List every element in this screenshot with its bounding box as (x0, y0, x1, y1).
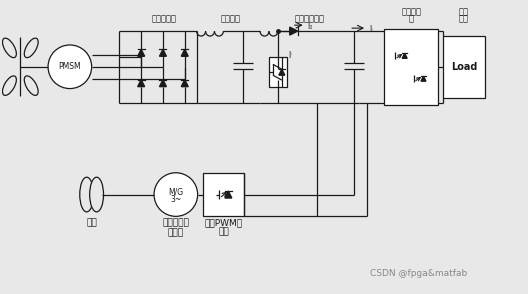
Text: Load: Load (451, 62, 477, 72)
Text: 器: 器 (409, 14, 413, 23)
Circle shape (48, 45, 92, 88)
Circle shape (154, 173, 197, 216)
Bar (384, 29, 438, 105)
Text: Iⁱ: Iⁱ (288, 51, 291, 60)
Text: 不可控整流: 不可控整流 (152, 14, 176, 23)
Text: 二相: 二相 (459, 7, 469, 16)
Text: PMSM: PMSM (59, 62, 81, 71)
Polygon shape (290, 27, 298, 35)
Text: 负荷: 负荷 (459, 14, 469, 23)
Ellipse shape (80, 177, 93, 212)
Polygon shape (159, 80, 166, 87)
Polygon shape (138, 80, 145, 87)
Bar (269, 57, 287, 87)
Bar (203, 173, 244, 216)
Text: 三相逆变: 三相逆变 (401, 7, 421, 16)
Text: 滤波环节: 滤波环节 (220, 14, 240, 23)
Text: M/G: M/G (168, 187, 183, 196)
Polygon shape (159, 49, 166, 56)
Text: CSDN @fpga&matfab: CSDN @fpga&matfab (370, 269, 467, 278)
Ellipse shape (3, 38, 16, 58)
Polygon shape (402, 53, 407, 58)
Ellipse shape (24, 38, 38, 58)
Text: 流器: 流器 (218, 227, 229, 236)
Polygon shape (181, 49, 188, 56)
Text: 三相PWM整: 三相PWM整 (204, 218, 242, 227)
Ellipse shape (90, 177, 103, 212)
Text: Iₗ: Iₗ (369, 25, 373, 34)
Polygon shape (138, 49, 145, 56)
Ellipse shape (24, 76, 38, 95)
Text: 升压折波电路: 升压折波电路 (295, 14, 325, 23)
Text: 永磁无刷直
流电机: 永磁无刷直 流电机 (163, 218, 189, 238)
Ellipse shape (3, 76, 16, 95)
Polygon shape (181, 80, 188, 87)
Bar (444, 36, 485, 98)
Polygon shape (421, 76, 426, 81)
Polygon shape (279, 69, 285, 75)
Text: 3~: 3~ (170, 195, 182, 204)
Text: 飞轮: 飞轮 (86, 218, 97, 227)
Polygon shape (225, 191, 232, 198)
Text: I₀: I₀ (308, 22, 313, 31)
